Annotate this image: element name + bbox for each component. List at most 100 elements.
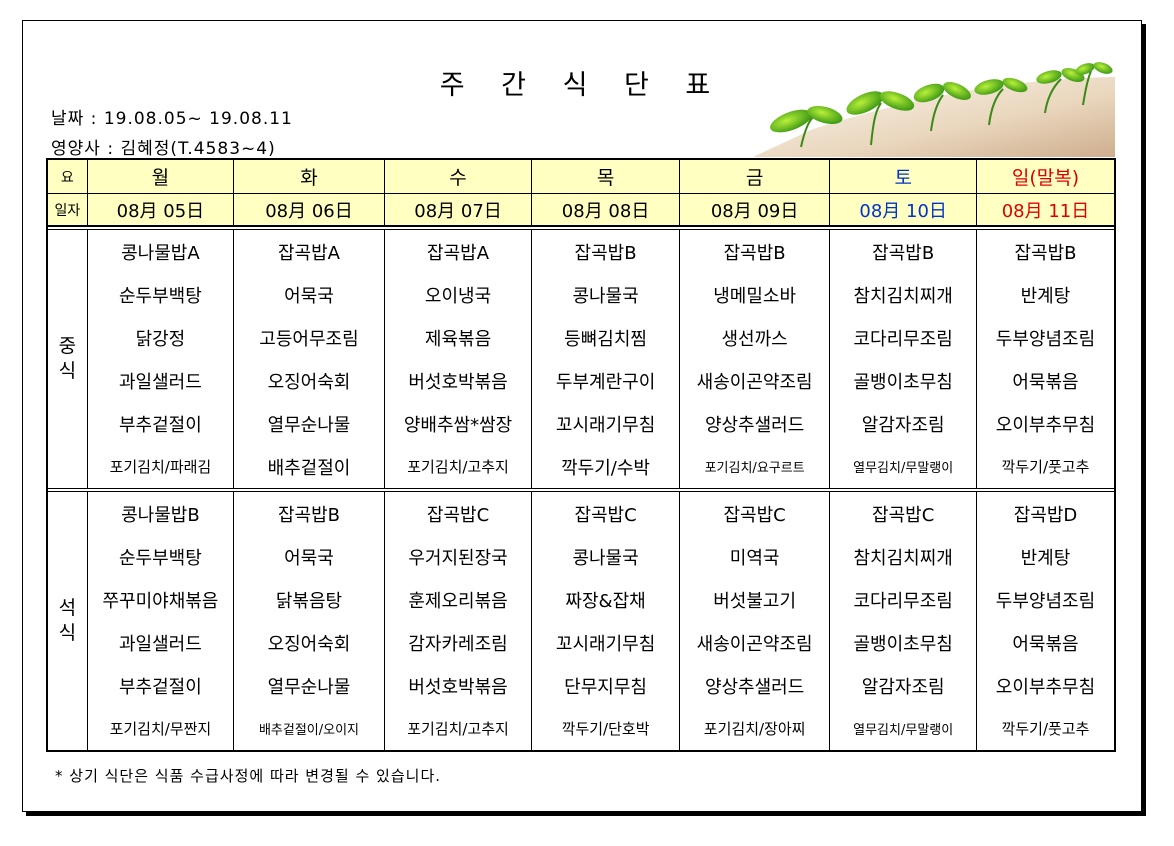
menu-item-cell: 잡곡밥C bbox=[383, 491, 532, 535]
day-header-row: 요 월 화 수 목 금 토 일(말복) bbox=[47, 159, 1115, 194]
menu-item-cell: 어묵볶음 bbox=[975, 359, 1115, 402]
day-header-cell: 금 bbox=[678, 159, 830, 194]
dinner-meal-label: 석 식 bbox=[58, 597, 77, 644]
menu-item-cell: 열무순나물 bbox=[233, 402, 385, 445]
menu-item-cell: 콩나물국 bbox=[531, 273, 680, 316]
menu-item-cell: 배추겉절이 bbox=[233, 445, 385, 489]
menu-item-cell: 고등어무조림 bbox=[233, 316, 385, 359]
menu-item-cell: 열무순나물 bbox=[233, 664, 385, 707]
menu-item-cell: 꼬시래기무침 bbox=[531, 621, 680, 664]
menu-item-cell: 잡곡밥C bbox=[829, 491, 977, 535]
date-header-cell: 08月 06日 bbox=[233, 193, 385, 227]
menu-item-cell: 순두부백탕 bbox=[86, 535, 234, 578]
menu-item-cell: 반계탕 bbox=[975, 535, 1115, 578]
menu-item-cell: 골뱅이초무침 bbox=[829, 359, 977, 402]
date-header-cell: 08月 11日 bbox=[975, 193, 1115, 227]
dinner-meal-row: 과일샐러드 오징어숙회 감자카레조림 꼬시래기무침 새송이곤약조림 골뱅이초무침 어묵볶음 bbox=[47, 621, 1115, 664]
weekly-menu-table: 요 월 화 수 목 금 토 일(말복) 일자 08月 05日 08月 06日 08月 07日 08月 0… bbox=[46, 158, 1116, 752]
menu-item-cell: 깍두기/단호박 bbox=[531, 707, 680, 751]
menu-item-cell: 콩나물국 bbox=[531, 535, 680, 578]
day-header-cell: 토 bbox=[829, 159, 977, 194]
menu-item-cell: 알감자조림 bbox=[829, 402, 977, 445]
menu-item-cell: 양상추샐러드 bbox=[678, 402, 830, 445]
menu-item-cell: 잡곡밥C bbox=[531, 491, 680, 535]
menu-item-cell: 버섯불고기 bbox=[678, 578, 830, 621]
menu-item-cell: 콩나물밥A bbox=[86, 229, 234, 273]
menu-item-cell: 참치김치찌개 bbox=[829, 273, 977, 316]
menu-item-cell: 두부양념조림 bbox=[975, 316, 1115, 359]
menu-item-cell: 코다리무조림 bbox=[829, 316, 977, 359]
menu-item-cell: 잡곡밥C bbox=[678, 491, 830, 535]
date-header-label: 일자 bbox=[47, 193, 88, 227]
menu-item-cell: 잡곡밥B bbox=[678, 229, 830, 273]
menu-item-cell: 포기김치/파래김 bbox=[86, 445, 234, 489]
menu-item-cell: 제육볶음 bbox=[383, 316, 532, 359]
menu-item-cell: 등뼈김치찜 bbox=[531, 316, 680, 359]
date-header-cell: 08月 09日 bbox=[678, 193, 830, 227]
date-header-cell: 08月 05日 bbox=[86, 193, 234, 227]
menu-item-cell: 포기김치/고추지 bbox=[383, 445, 532, 489]
menu-item-cell: 포기김치/요구르트 bbox=[678, 445, 830, 489]
menu-item-cell: 과일샐러드 bbox=[86, 621, 234, 664]
menu-item-cell: 순두부백탕 bbox=[86, 273, 234, 316]
menu-item-cell: 양배추쌈*쌈장 bbox=[383, 402, 532, 445]
dinner-meal-row: 포기김치/무짠지 배추겉절이/오이지 포기김치/고추지 깍두기/단호박 포기김치/장아찌… bbox=[47, 707, 1115, 751]
dinner-meal-row: 순두부백탕 어묵국 우거지된장국 콩나물국 미역국 참치김치찌개 반계탕 bbox=[47, 535, 1115, 578]
menu-item-cell: 코다리무조림 bbox=[829, 578, 977, 621]
menu-item-cell: 단무지무침 bbox=[531, 664, 680, 707]
menu-item-cell: 닭강정 bbox=[86, 316, 234, 359]
menu-item-cell: 포기김치/무짠지 bbox=[86, 707, 234, 751]
menu-item-cell: 잡곡밥A bbox=[383, 229, 532, 273]
menu-item-cell: 어묵국 bbox=[233, 535, 385, 578]
menu-item-cell: 잡곡밥B bbox=[233, 491, 385, 535]
lunch-meal-row: 과일샐러드 오징어숙회 버섯호박볶음 두부계란구이 새송이곤약조림 골뱅이초무침 어묵볶음 bbox=[47, 359, 1115, 402]
lunch-meal-row: 부추겉절이 열무순나물 양배추쌈*쌈장 꼬시래기무침 양상추샐러드 알감자조림 오이부추무침 bbox=[47, 402, 1115, 445]
date-header-row: 일자 08月 05日 08月 06日 08月 07日 08月 08日 08月 09日 08月… bbox=[47, 193, 1115, 227]
section-divider-cell bbox=[47, 488, 1115, 492]
menu-item-cell: 오이부추무침 bbox=[975, 402, 1115, 445]
menu-item-cell: 냉메밀소바 bbox=[678, 273, 830, 316]
menu-item-cell: 짜장&잡채 bbox=[531, 578, 680, 621]
section-divider bbox=[47, 225, 1115, 230]
menu-item-cell: 오이부추무침 bbox=[975, 664, 1115, 707]
dinner-meal-row: 쭈꾸미야채볶음 닭볶음탕 훈제오리볶음 짜장&잡채 버섯불고기 코다리무조림 두부양념조림 bbox=[47, 578, 1115, 621]
section-divider bbox=[47, 488, 1115, 492]
menu-item-cell: 깍두기/수박 bbox=[531, 445, 680, 489]
menu-item-cell: 어묵국 bbox=[233, 273, 385, 316]
menu-item-cell: 골뱅이초무침 bbox=[829, 621, 977, 664]
nutritionist-info: 영양사 : 김혜정(T.4583~4) bbox=[51, 139, 276, 159]
menu-item-cell: 참치김치찌개 bbox=[829, 535, 977, 578]
menu-item-cell: 두부계란구이 bbox=[531, 359, 680, 402]
date-header-cell: 08月 07日 bbox=[383, 193, 532, 227]
lunch-meal-row: 중 식 콩나물밥A 잡곡밥A 잡곡밥A 잡곡밥B 잡곡밥B 잡곡밥B 잡곡밥B bbox=[47, 229, 1115, 382]
menu-item-cell: 잡곡밥A bbox=[233, 229, 385, 273]
day-header-cell: 목 bbox=[531, 159, 680, 194]
lunch-meal-row: 닭강정 고등어무조림 제육볶음 등뼈김치찜 생선까스 코다리무조림 두부양념조림 bbox=[47, 316, 1115, 359]
menu-item-cell: 깍두기/풋고추 bbox=[975, 445, 1115, 489]
sprouts-illustration bbox=[753, 62, 1115, 157]
footnote: * 상기 식단은 식품 수급사정에 따라 변경될 수 있습니다. bbox=[55, 767, 442, 785]
section-divider-cell bbox=[47, 225, 1115, 230]
menu-item-cell: 배추겉절이/오이지 bbox=[233, 707, 385, 751]
day-header-label: 요 bbox=[47, 159, 88, 194]
day-header-cell: 월 bbox=[86, 159, 234, 194]
menu-item-cell: 버섯호박볶음 bbox=[383, 359, 532, 402]
menu-item-cell: 미역국 bbox=[678, 535, 830, 578]
menu-item-cell: 부추겉절이 bbox=[86, 664, 234, 707]
menu-item-cell: 감자카레조림 bbox=[383, 621, 532, 664]
day-header-cell: 화 bbox=[233, 159, 385, 194]
menu-item-cell: 새송이곤약조림 bbox=[678, 621, 830, 664]
menu-item-cell: 열무김치/무말랭이 bbox=[829, 445, 977, 489]
menu-item-cell: 반계탕 bbox=[975, 273, 1115, 316]
dinner-meal-row: 부추겉절이 열무순나물 버섯호박볶음 단무지무침 양상추샐러드 알감자조림 오이부추무침 bbox=[47, 664, 1115, 707]
menu-item-cell: 오징어숙회 bbox=[233, 359, 385, 402]
menu-item-cell: 알감자조림 bbox=[829, 664, 977, 707]
menu-item-cell: 꼬시래기무침 bbox=[531, 402, 680, 445]
date-header-cell: 08月 10日 bbox=[829, 193, 977, 227]
lunch-meal-row: 순두부백탕 어묵국 오이냉국 콩나물국 냉메밀소바 참치김치찌개 반계탕 bbox=[47, 273, 1115, 316]
menu-item-cell: 닭볶음탕 bbox=[233, 578, 385, 621]
menu-item-cell: 과일샐러드 bbox=[86, 359, 234, 402]
menu-item-cell: 오징어숙회 bbox=[233, 621, 385, 664]
menu-item-cell: 잡곡밥B bbox=[531, 229, 680, 273]
lunch-meal-label: 중 식 bbox=[58, 335, 77, 382]
